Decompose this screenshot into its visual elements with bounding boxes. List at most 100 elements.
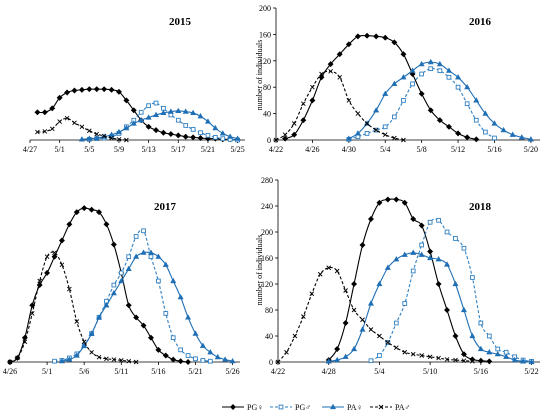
data-point [435, 256, 442, 262]
data-point [204, 118, 211, 124]
x-tick-label: 5/26 [225, 367, 239, 376]
data-point [446, 74, 452, 80]
series-line [37, 88, 238, 141]
data-point [88, 206, 95, 213]
data-point [58, 357, 65, 364]
data-point [445, 123, 452, 130]
data-point [234, 135, 241, 141]
data-point [15, 355, 20, 361]
data-point [464, 134, 471, 141]
series-pg-female [325, 196, 493, 365]
data-point [140, 249, 147, 255]
data-point [325, 358, 332, 364]
data-point [273, 137, 279, 143]
data-point [35, 129, 40, 135]
series-line [348, 68, 495, 140]
y-tick-label: 0 [269, 358, 273, 367]
chart-title: 2017 [154, 201, 177, 213]
data-point [111, 282, 117, 288]
data-point [410, 216, 417, 222]
series-pg-male [368, 217, 534, 364]
data-point [167, 108, 174, 114]
data-point [108, 86, 115, 93]
data-point [427, 354, 433, 360]
series-pa-female [345, 58, 534, 142]
data-point [345, 135, 352, 141]
data-point [455, 130, 462, 137]
series-line [81, 110, 238, 140]
data-point [503, 349, 509, 355]
data-point [41, 109, 48, 116]
data-point [170, 277, 177, 284]
data-point [444, 229, 450, 235]
data-point [130, 120, 137, 126]
data-point [212, 124, 219, 131]
data-point [453, 236, 458, 241]
data-point [461, 245, 467, 251]
data-point [509, 131, 516, 137]
y-tick-label: 160 [259, 30, 271, 39]
data-point [67, 286, 72, 292]
data-point [104, 356, 109, 362]
y-tick-label: 80 [263, 83, 271, 92]
data-point [175, 107, 182, 114]
data-point [207, 358, 213, 364]
data-point [110, 241, 117, 248]
data-point [419, 71, 425, 77]
data-point [198, 130, 203, 136]
data-point [317, 271, 323, 277]
legend-marker [378, 404, 384, 410]
data-point [86, 86, 93, 93]
data-point [444, 307, 450, 313]
data-point [162, 261, 169, 267]
data-point [392, 135, 397, 141]
y-tick-label: 200 [261, 228, 273, 237]
data-point [436, 60, 443, 67]
chart-title: 2016 [469, 16, 492, 28]
data-point [175, 132, 182, 139]
data-point [337, 74, 343, 80]
data-point [518, 134, 525, 140]
data-point [300, 117, 307, 124]
data-point [336, 51, 343, 58]
data-point [418, 222, 425, 229]
series-pg-male [346, 66, 497, 142]
data-point [212, 135, 218, 140]
data-point [444, 261, 451, 267]
data-point [470, 359, 475, 364]
data-point [391, 80, 398, 86]
data-point [393, 320, 399, 326]
data-point [81, 339, 87, 345]
data-point [126, 254, 132, 260]
data-point [282, 132, 288, 138]
data-point [44, 269, 51, 276]
series-line [370, 218, 532, 362]
series-pg-female [7, 205, 192, 365]
data-point [170, 356, 177, 363]
data-point [199, 342, 206, 348]
data-point [427, 248, 434, 255]
data-point [145, 123, 152, 130]
data-point [118, 358, 124, 363]
data-point [160, 129, 167, 136]
data-point [162, 352, 169, 359]
data-point [343, 288, 348, 293]
data-point [492, 135, 497, 141]
data-point [473, 117, 479, 123]
data-point [227, 133, 234, 139]
data-point [291, 121, 297, 126]
x-tick-label: 5/4 [380, 145, 390, 154]
data-point [486, 349, 493, 355]
data-point [101, 86, 108, 93]
data-point [452, 333, 459, 339]
data-point [96, 209, 102, 216]
data-point [88, 330, 95, 336]
series-line [61, 251, 233, 362]
data-point [527, 136, 534, 142]
data-point [161, 105, 166, 111]
data-point [300, 101, 306, 107]
legend-marker [230, 404, 236, 410]
data-point [318, 74, 325, 81]
data-point [382, 132, 388, 138]
data-point [214, 353, 221, 360]
